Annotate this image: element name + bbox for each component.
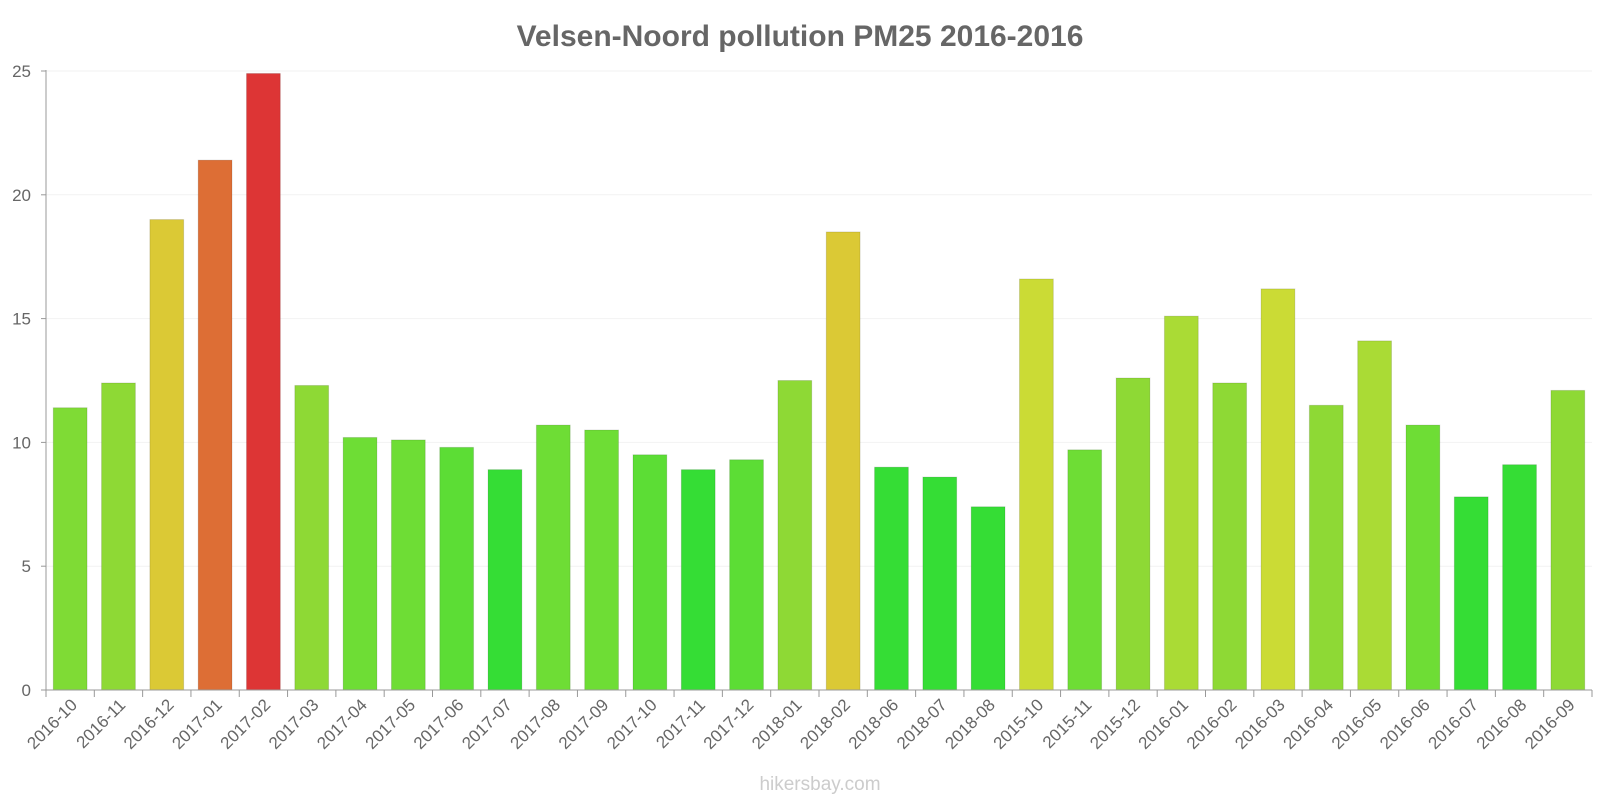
y-tick-label: 20 (12, 186, 31, 205)
x-tick-label: 2017-06 (410, 695, 468, 753)
bar-2016-03[interactable]: 2016-03: 16.2 (1260, 288, 1296, 691)
x-tick-label: 2017-04 (313, 695, 371, 753)
bar-2017-12[interactable]: 2017-12: 9.3 (729, 459, 764, 691)
x-tick-label: 2017-08 (507, 695, 565, 753)
bar-2015-12[interactable]: 2015-12: 12.6 (1115, 377, 1151, 691)
x-tick-label: 2016-04 (1280, 695, 1338, 753)
x-tick-label: 2015-11 (1039, 695, 1096, 752)
bar-2018-06[interactable]: 2018-06: 9 (874, 466, 909, 691)
bar-2017-04[interactable]: 2017-04: 10.2 (342, 436, 378, 691)
bar-2016-05[interactable]: 2016-05: 14.1 (1357, 340, 1393, 691)
x-tick-label: 2017-03 (265, 695, 323, 753)
x-tick-label: 2016-11 (73, 695, 130, 752)
x-tick-label: 2018-01 (748, 695, 806, 753)
x-tick-label: 2017-01 (168, 695, 226, 753)
x-tick-label: 2016-08 (1473, 695, 1531, 753)
x-tick-label: 2018-06 (845, 695, 903, 753)
bar-2018-07[interactable]: 2018-07: 8.6 (922, 476, 958, 691)
bar-2016-10[interactable]: 2016-10: 11.4 (52, 407, 88, 691)
bar-2017-05[interactable]: 2017-05: 10.1 (390, 439, 426, 691)
x-tick-label: 2017-11 (652, 695, 709, 752)
x-tick-label: 2017-12 (700, 695, 758, 753)
chart-title: Velsen-Noord pollution PM25 2016-2016 (517, 20, 1084, 53)
x-tick-label: 2016-03 (1231, 695, 1289, 753)
bar-2017-09[interactable]: 2017-09: 10.5 (584, 429, 620, 691)
bar-2018-02[interactable]: 2018-02: 18.5 (825, 231, 861, 691)
bar-2016-09[interactable]: 2016-09: 12.1 (1550, 389, 1586, 691)
bar-2017-08[interactable]: 2017-08: 10.7 (535, 424, 571, 691)
bar-2016-07[interactable]: 2016-07: 7.8 (1453, 496, 1489, 691)
x-tick-label: 2015-12 (1086, 695, 1144, 753)
y-tick-label: 5 (22, 557, 31, 576)
x-tick-label: 2016-10 (23, 695, 81, 753)
bar-2017-06[interactable]: 2017-06: 9.8 (439, 446, 475, 691)
bar-2016-01[interactable]: 2016-01: 15.1 (1163, 315, 1199, 691)
bar-2016-04[interactable]: 2016-04: 11.5 (1308, 404, 1344, 691)
bar-2017-10[interactable]: 2017-10: 9.5 (632, 454, 668, 691)
bars: 2016-10: 11.4 2016-11: 12.4 2016-12: 19 201… (52, 72, 1586, 691)
footer-watermark[interactable]: hikersbay.com (759, 774, 880, 795)
bar-2016-06[interactable]: 2016-06: 10.7 (1405, 424, 1441, 691)
x-tick-label: 2017-10 (603, 695, 661, 753)
bar-2018-01[interactable]: 2018-01: 12.5 (777, 380, 813, 691)
bar-2017-11[interactable]: 2017-11: 8.9 (680, 469, 716, 691)
x-tick-label: 2017-02 (217, 695, 275, 753)
x-axis-ticks: 2016-102016-112016-122017-012017-022017-… (23, 690, 1593, 753)
bar-2016-08[interactable]: 2016-08: 9.1 (1502, 464, 1537, 691)
x-tick-label: 2016-06 (1376, 695, 1434, 753)
x-tick-label: 2018-02 (796, 695, 854, 753)
x-tick-label: 2016-07 (1424, 695, 1482, 753)
bar-2017-02[interactable]: 2017-02: 24.9 (245, 72, 281, 691)
x-tick-label: 2015-10 (990, 695, 1048, 753)
x-tick-label: 2017-07 (458, 695, 516, 753)
y-tick-label: 15 (12, 310, 31, 329)
x-tick-label: 2016-05 (1328, 695, 1386, 753)
x-tick-label: 2016-12 (120, 695, 178, 753)
y-tick-label: 0 (22, 681, 31, 700)
x-tick-label: 2018-07 (893, 695, 951, 753)
bar-2016-02[interactable]: 2016-02: 12.4 (1212, 382, 1248, 691)
bar-2017-07[interactable]: 2017-07: 8.9 (487, 469, 523, 691)
bar-2015-10[interactable]: 2015-10: 16.6 (1018, 278, 1054, 691)
bar-2016-12[interactable]: 2016-12: 19 (149, 219, 185, 691)
x-tick-label: 2018-08 (941, 695, 999, 753)
bar-2016-11[interactable]: 2016-11: 12.4 (101, 382, 136, 691)
x-tick-label: 2017-09 (555, 695, 613, 753)
y-tick-label: 10 (12, 433, 31, 452)
bar-2015-11[interactable]: 2015-11: 9.7 (1067, 449, 1103, 691)
x-tick-label: 2016-02 (1183, 695, 1241, 753)
y-axis-ticks: 0 5 10 15 20 25 (12, 62, 46, 700)
bar-2018-08[interactable]: 2018-08: 7.4 (970, 506, 1006, 691)
y-tick-label: 25 (12, 62, 31, 81)
x-tick-label: 2016-09 (1521, 695, 1579, 753)
x-tick-label: 2017-05 (362, 695, 420, 753)
bar-2017-03[interactable]: 2017-03: 12.3 (294, 384, 330, 691)
bar-2017-01[interactable]: 2017-01: 21.4 (197, 159, 233, 691)
x-tick-label: 2016-01 (1135, 695, 1193, 753)
